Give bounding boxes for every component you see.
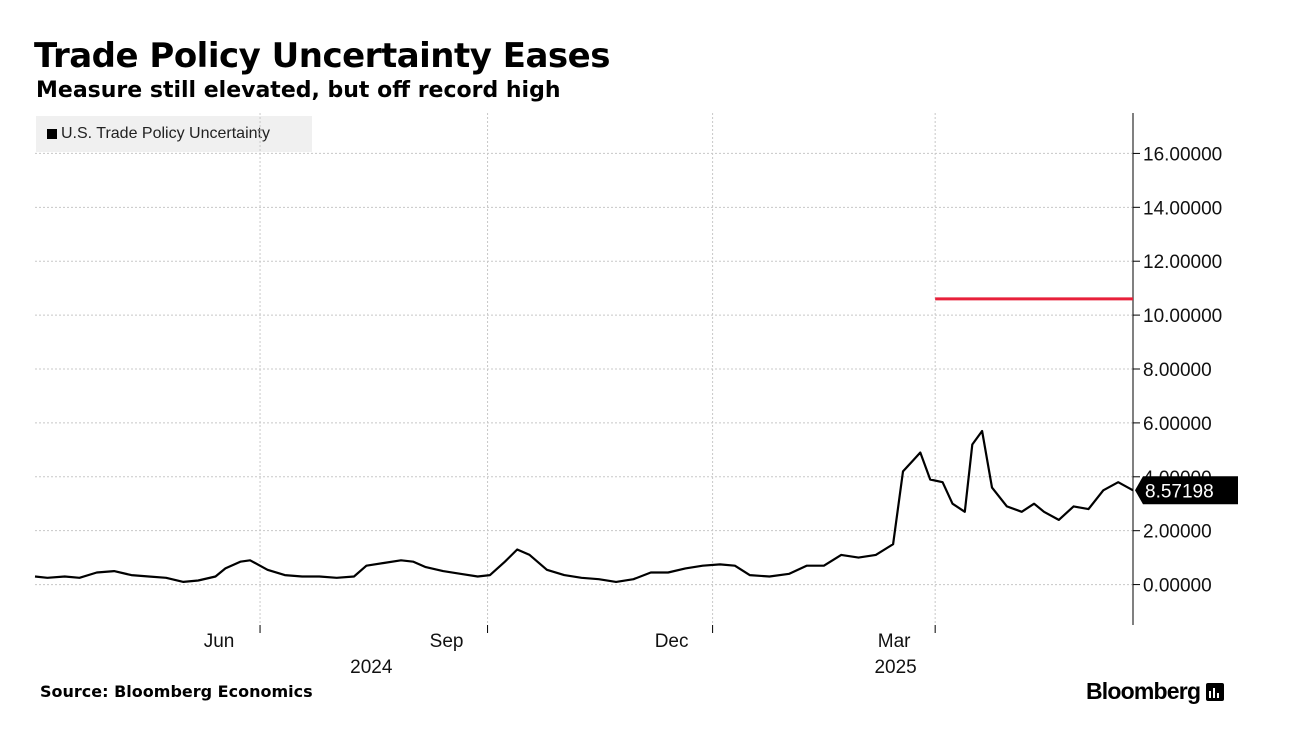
x-tick-label: Dec	[655, 631, 689, 652]
legend-label: U.S. Trade Policy Uncertainty	[61, 125, 270, 142]
grid-lines	[35, 113, 1133, 625]
axes	[259, 113, 1140, 633]
brand-logo: Bloomberg	[1086, 678, 1225, 705]
x-tick-label: Mar	[878, 631, 911, 652]
chart-subtitle: Measure still elevated, but off record h…	[36, 78, 561, 103]
chart-title: Trade Policy Uncertainty Eases	[34, 36, 610, 76]
y-tick-label: 8.00000	[1143, 360, 1212, 381]
x-tick-label: Jun	[204, 631, 235, 652]
legend: U.S. Trade Policy Uncertainty	[36, 116, 312, 152]
y-tick-label: 10.00000	[1143, 306, 1222, 327]
y-tick-label: 14.00000	[1143, 198, 1222, 219]
legend-swatch	[47, 129, 57, 139]
x-year-label: 2024	[350, 657, 393, 678]
y-tick-label: 12.00000	[1143, 252, 1222, 273]
x-year-label: 2025	[874, 657, 916, 678]
bloomberg-bar-chart-icon	[1206, 682, 1225, 701]
brand-wordmark: Bloomberg	[1086, 678, 1201, 704]
last-value-text: 8.57198	[1145, 481, 1214, 502]
last-value-box	[1135, 476, 1238, 505]
y-tick-label: 16.00000	[1143, 144, 1222, 165]
y-tick-label: 6.00000	[1143, 414, 1212, 435]
last-value-label: 8.57198	[1135, 476, 1238, 505]
x-tick-label: Sep	[430, 631, 464, 652]
series-group	[34, 429, 1134, 584]
tick-labels: 0.000002.000004.000006.000008.0000010.00…	[204, 144, 1238, 678]
y-tick-label: 2.00000	[1143, 522, 1212, 543]
series-line-us-trade-policy-uncertainty	[34, 429, 1134, 584]
source-note: Source: Bloomberg Economics	[40, 682, 313, 701]
y-tick-label: 0.00000	[1143, 576, 1212, 597]
